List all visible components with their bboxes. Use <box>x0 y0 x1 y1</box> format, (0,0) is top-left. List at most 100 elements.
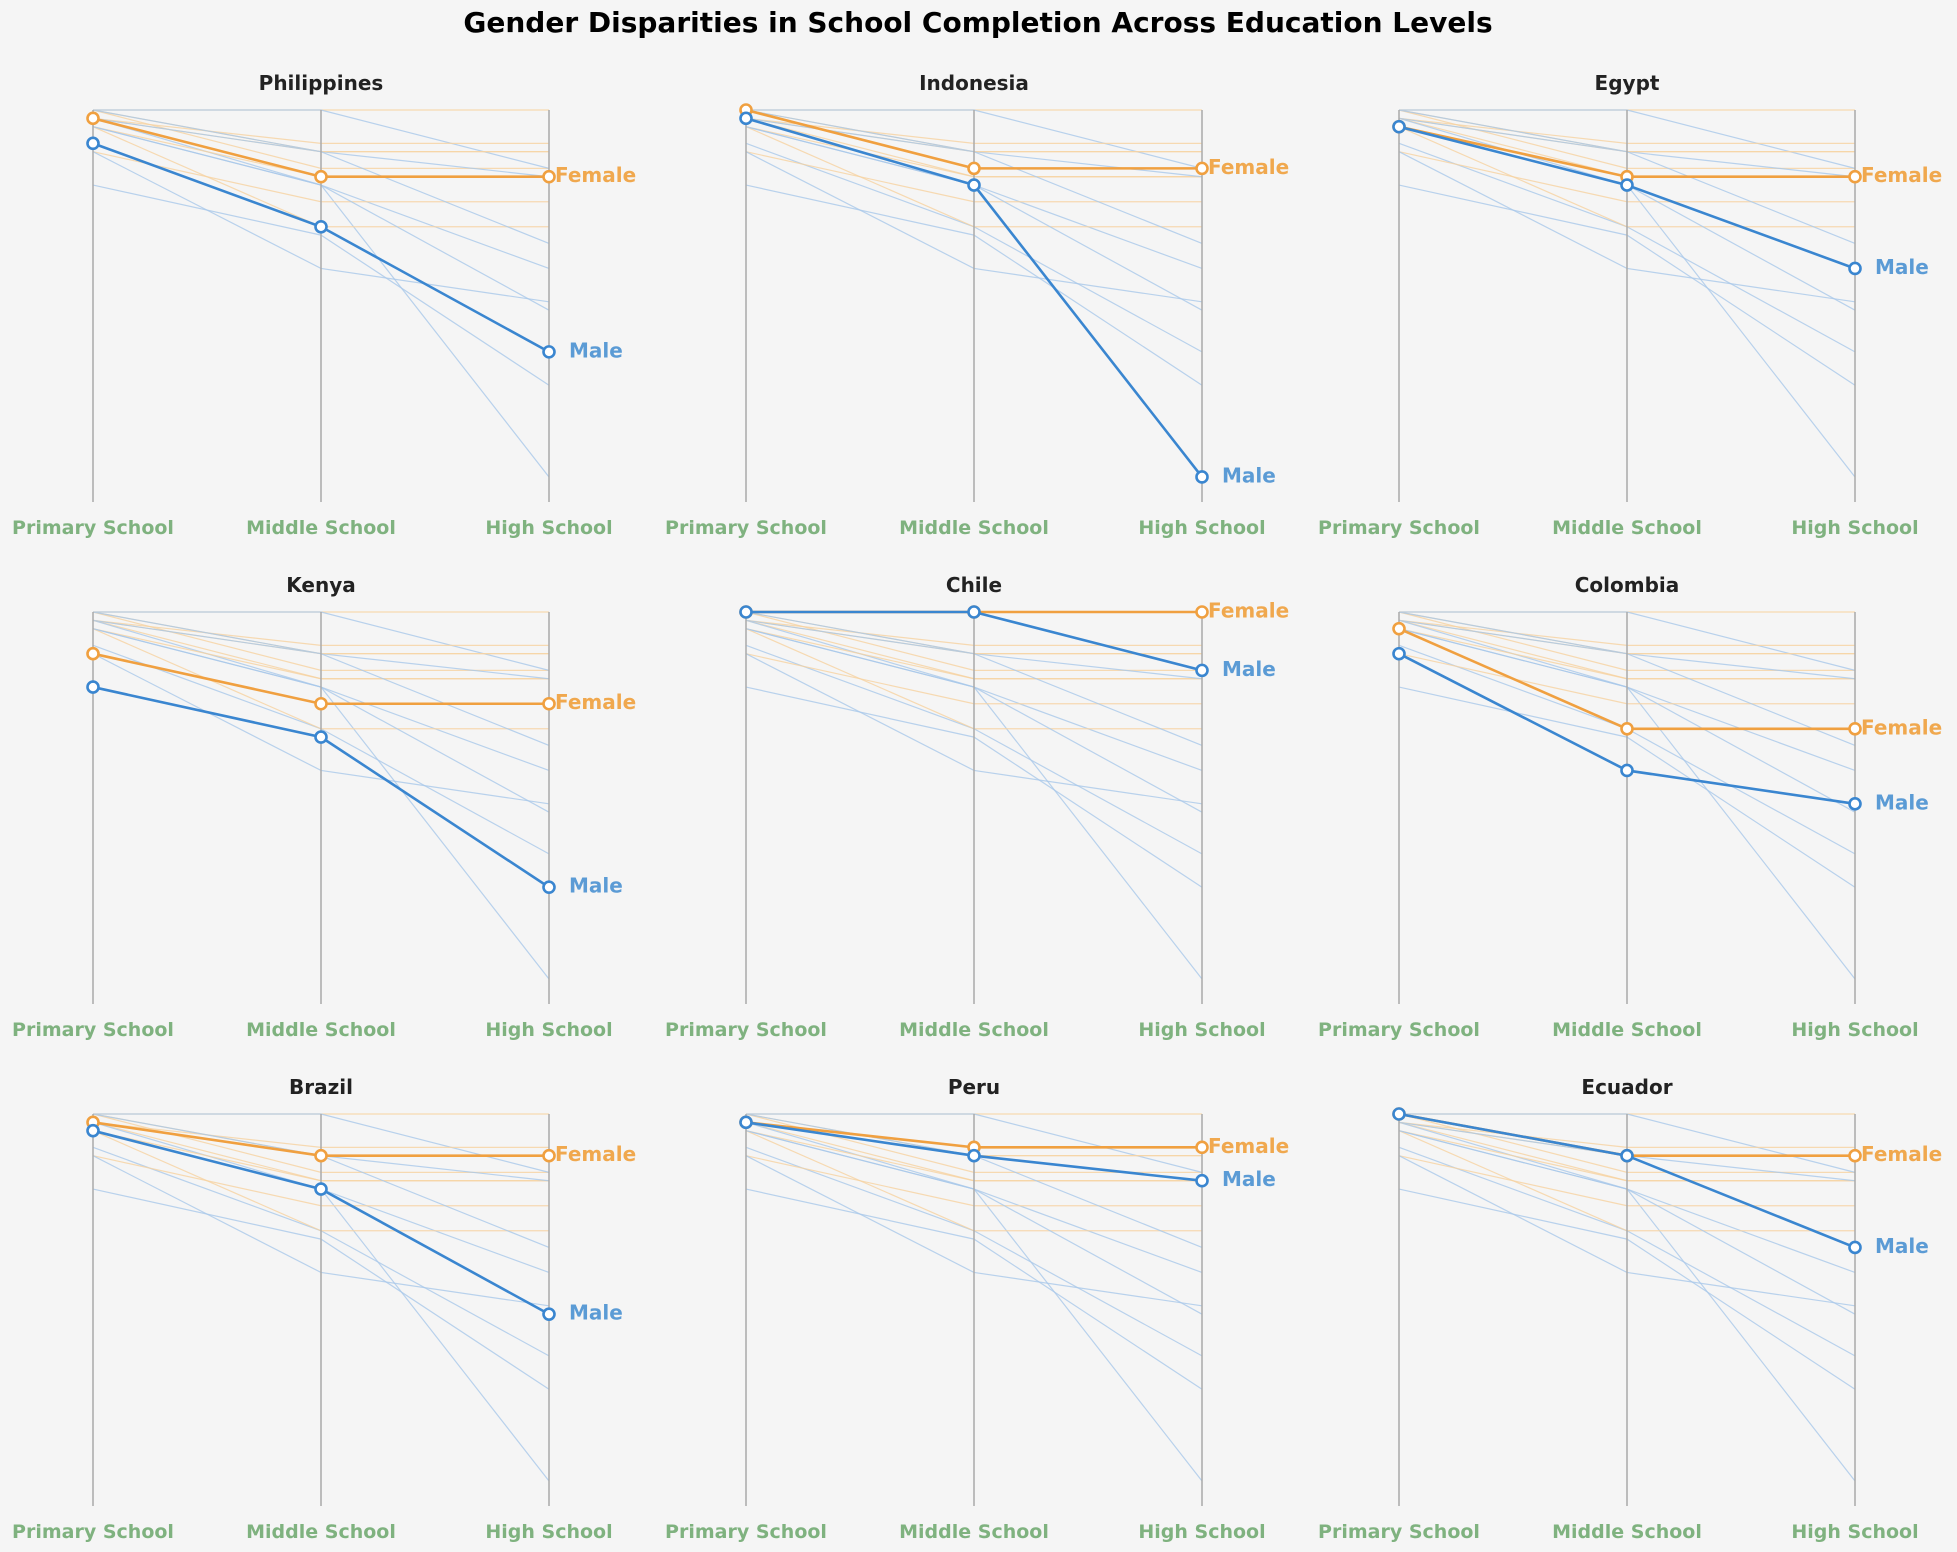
axis-tick-label: Primary School <box>665 1019 827 1041</box>
data-point-male <box>314 730 328 744</box>
axis-tick-label: Primary School <box>1318 517 1480 539</box>
series-end-label-female: Female <box>1208 155 1289 179</box>
data-point-female <box>1195 605 1209 619</box>
panel-chile: Chile Primary School Middle School High Sch… <box>665 573 1289 1041</box>
data-point-male <box>542 880 556 895</box>
data-point-male <box>314 1182 328 1196</box>
panel-indonesia: Indonesia Primary School Middle School High… <box>665 71 1289 539</box>
axis-tick-label: Primary School <box>12 517 174 539</box>
series-end-label-female: Female <box>1208 1134 1289 1158</box>
series-end-label-female: Female <box>555 1142 636 1166</box>
data-point-male <box>1392 646 1406 661</box>
data-point-female <box>1195 1140 1209 1155</box>
data-point-male <box>1848 797 1862 811</box>
data-point-male <box>739 111 753 126</box>
data-point-male <box>1620 1148 1634 1163</box>
data-point-male <box>1392 119 1406 134</box>
panel-philippines: Philippines Primary School Middle School Hi… <box>12 71 636 539</box>
data-point-female <box>967 161 981 176</box>
panel-title: Peru <box>948 1075 1000 1099</box>
axis-tick-label: Middle School <box>1552 1019 1702 1041</box>
data-point-male <box>967 178 981 192</box>
panel-peru: Peru Primary School Middle School High Scho… <box>665 1075 1289 1543</box>
panel-title: Indonesia <box>919 71 1029 95</box>
data-point-male <box>1195 1173 1209 1188</box>
data-point-male <box>739 1115 753 1130</box>
series-end-label-male: Male <box>569 874 623 898</box>
panel-brazil: Brazil Primary School Middle School High Sc… <box>12 1075 636 1543</box>
data-point-male <box>1848 261 1862 276</box>
series-end-label-male: Male <box>1222 1167 1276 1191</box>
data-point-female <box>1848 169 1862 184</box>
data-point-female <box>542 1148 556 1163</box>
data-point-male <box>967 1148 981 1163</box>
data-point-male <box>542 1307 556 1321</box>
axis-tick-label: Middle School <box>1552 1521 1702 1543</box>
data-point-male <box>1848 1240 1862 1255</box>
axis-tick-label: High School <box>485 1019 612 1041</box>
data-point-male <box>86 1123 100 1138</box>
data-point-male <box>967 605 981 619</box>
axis-tick-label: High School <box>485 517 612 539</box>
series-end-label-female: Female <box>1861 715 1942 739</box>
data-point-female <box>86 646 100 661</box>
panel-title: Chile <box>946 573 1002 597</box>
panel-title: Philippines <box>259 71 384 95</box>
data-point-female <box>542 169 556 184</box>
axis-tick-label: High School <box>485 1521 612 1543</box>
series-end-label-male: Male <box>1222 463 1276 487</box>
panel-title: Egypt <box>1595 71 1660 95</box>
panel-kenya: Kenya Primary School Middle School High Sch… <box>12 573 636 1041</box>
axis-tick-label: High School <box>1791 517 1918 539</box>
panel-egypt: Egypt Primary School Middle School High Sch… <box>1318 71 1942 539</box>
axis-tick-label: Primary School <box>665 517 827 539</box>
series-end-label-male: Male <box>569 1301 623 1325</box>
axis-tick-label: Primary School <box>665 1521 827 1543</box>
axis-tick-label: High School <box>1791 1019 1918 1041</box>
series-end-label-female: Female <box>1208 599 1289 623</box>
axis-tick-label: Middle School <box>899 1019 1049 1041</box>
axis-tick-label: Middle School <box>246 517 396 539</box>
axis-tick-label: Primary School <box>1318 1521 1480 1543</box>
data-point-male <box>1195 470 1209 484</box>
series-end-label-female: Female <box>1861 1142 1942 1166</box>
data-point-female <box>1848 1148 1862 1163</box>
data-point-male <box>1620 763 1634 778</box>
axis-tick-label: Middle School <box>899 517 1049 539</box>
series-end-label-male: Male <box>1222 657 1276 681</box>
data-point-female <box>314 696 328 711</box>
axis-tick-label: Middle School <box>899 1521 1049 1543</box>
data-point-male <box>86 680 100 694</box>
panel-title: Ecuador <box>1581 1075 1672 1099</box>
data-point-female <box>86 111 100 126</box>
data-point-female <box>314 1148 328 1163</box>
axis-tick-label: Middle School <box>246 1521 396 1543</box>
series-end-label-male: Male <box>569 338 623 362</box>
data-point-male <box>314 219 328 234</box>
panels-group: Philippines Primary School Middle School Hi… <box>12 71 1942 1543</box>
axis-tick-label: Middle School <box>246 1019 396 1041</box>
series-end-label-male: Male <box>1875 790 1929 814</box>
chart-title: Gender Disparities in School Completion … <box>463 6 1492 39</box>
panel-colombia: Colombia Primary School Middle School High … <box>1318 573 1942 1041</box>
series-end-label-female: Female <box>1861 163 1942 187</box>
data-point-male <box>86 136 100 151</box>
axis-tick-label: High School <box>1791 1521 1918 1543</box>
series-end-label-female: Female <box>555 163 636 187</box>
data-point-male <box>1195 663 1209 678</box>
data-point-male <box>739 605 753 619</box>
axis-tick-label: Primary School <box>12 1521 174 1543</box>
series-end-label-male: Male <box>1875 1234 1929 1258</box>
series-end-label-male: Male <box>1875 255 1929 279</box>
axis-tick-label: High School <box>1138 1019 1265 1041</box>
axis-tick-label: High School <box>1138 1521 1265 1543</box>
data-point-female <box>1392 621 1406 636</box>
panel-ecuador: Ecuador Primary School Middle School High S… <box>1318 1075 1942 1543</box>
axis-tick-label: Primary School <box>12 1019 174 1041</box>
panel-title: Kenya <box>286 573 355 597</box>
axis-tick-label: High School <box>1138 517 1265 539</box>
data-point-male <box>1392 1107 1406 1121</box>
panel-title: Colombia <box>1575 573 1680 597</box>
data-point-female <box>314 169 328 184</box>
